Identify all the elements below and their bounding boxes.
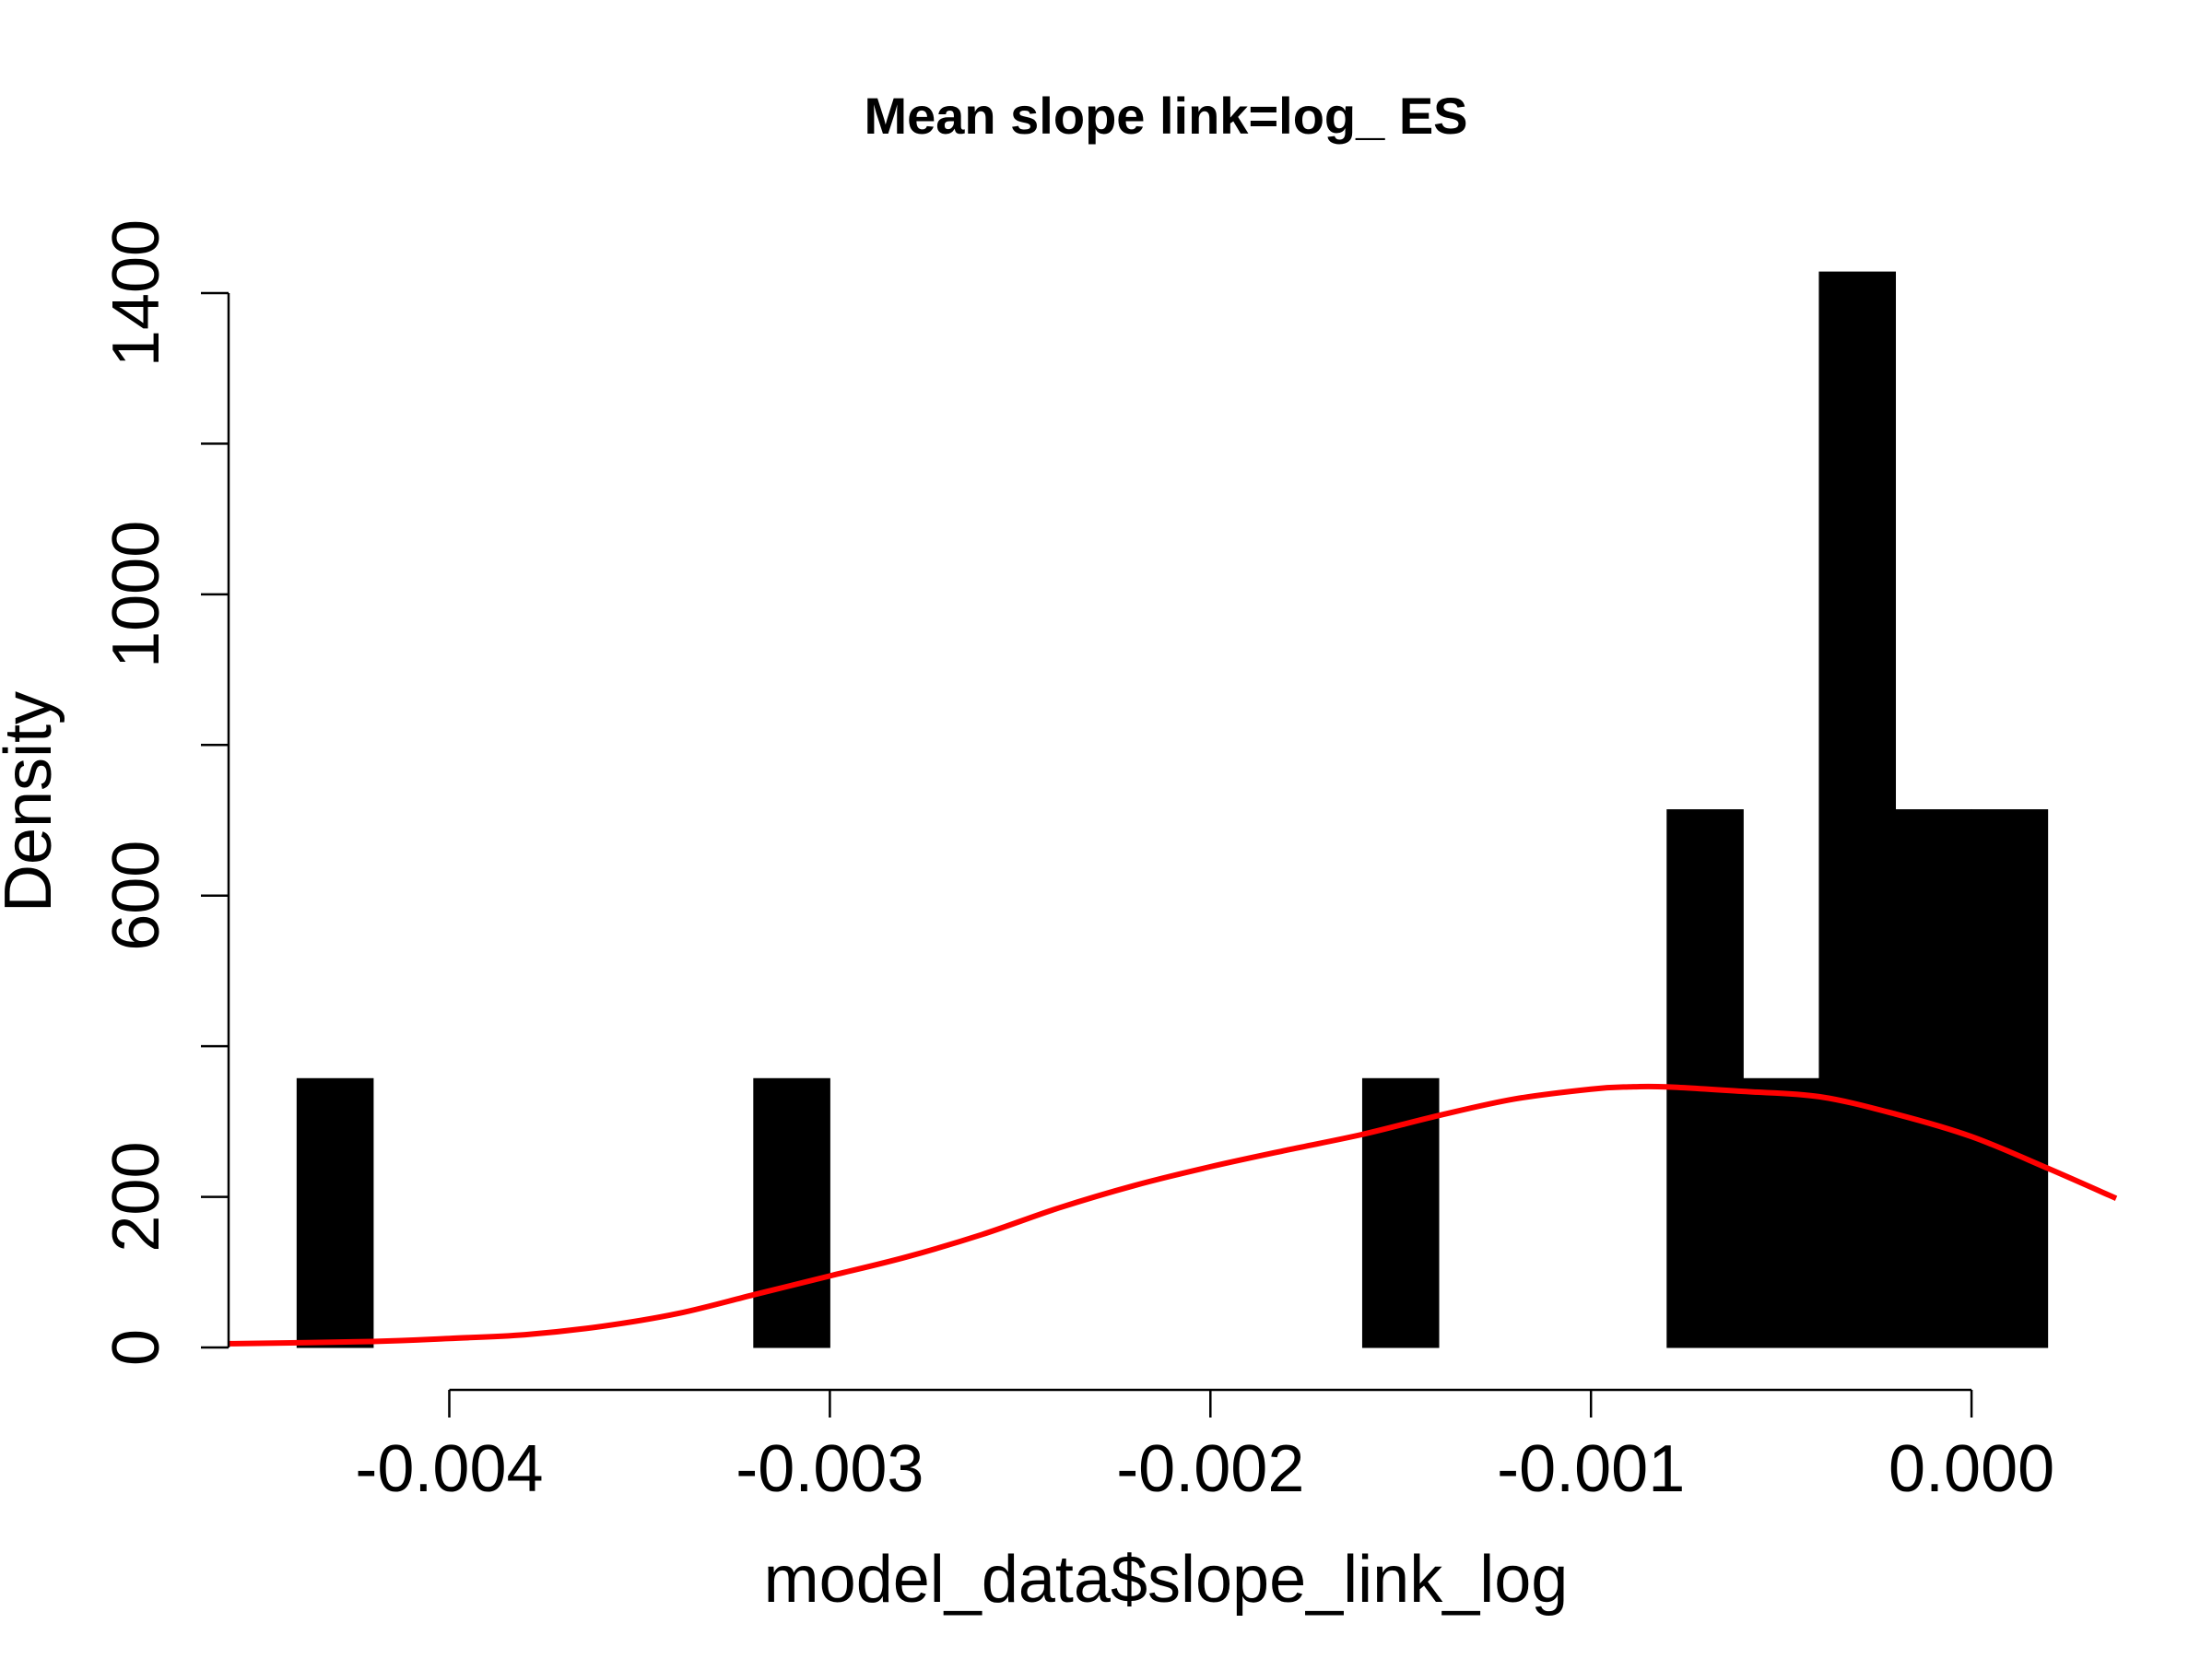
density-curve bbox=[228, 1083, 2118, 1347]
histogram-bar bbox=[296, 1077, 374, 1348]
y-tick-label: 600 bbox=[100, 841, 173, 951]
x-tick-label: -0.002 bbox=[1116, 1432, 1304, 1506]
histogram-bar bbox=[1971, 809, 2049, 1348]
histogram-bar bbox=[1818, 271, 1897, 1348]
x-axis: -0.004 -0.003 -0.002 -0.001 0.000 bbox=[355, 1388, 2054, 1506]
histogram-bar bbox=[753, 1077, 830, 1348]
x-axis-label: model_data$slope_link_log bbox=[764, 1543, 1569, 1617]
x-tick-label: 0.000 bbox=[1888, 1432, 2054, 1506]
x-tick-label: -0.001 bbox=[1497, 1432, 1685, 1506]
y-axis: 0 200 600 1000 1400 bbox=[100, 219, 230, 1366]
y-tick-label: 200 bbox=[100, 1142, 173, 1253]
histogram-bar bbox=[1742, 1077, 1820, 1348]
x-tick-label: -0.004 bbox=[355, 1432, 543, 1506]
chart-title: Mean slope link=log_ ES bbox=[864, 87, 1467, 145]
histogram-bar bbox=[1895, 809, 1972, 1348]
y-axis-label: Density bbox=[0, 691, 65, 912]
y-tick-label: 1400 bbox=[100, 219, 173, 367]
histogram-bars bbox=[296, 271, 2049, 1348]
y-tick-label: 1000 bbox=[100, 521, 173, 668]
histogram-bar bbox=[1666, 809, 1744, 1348]
x-tick-label: -0.003 bbox=[735, 1432, 924, 1506]
y-tick-label: 0 bbox=[100, 1329, 173, 1366]
